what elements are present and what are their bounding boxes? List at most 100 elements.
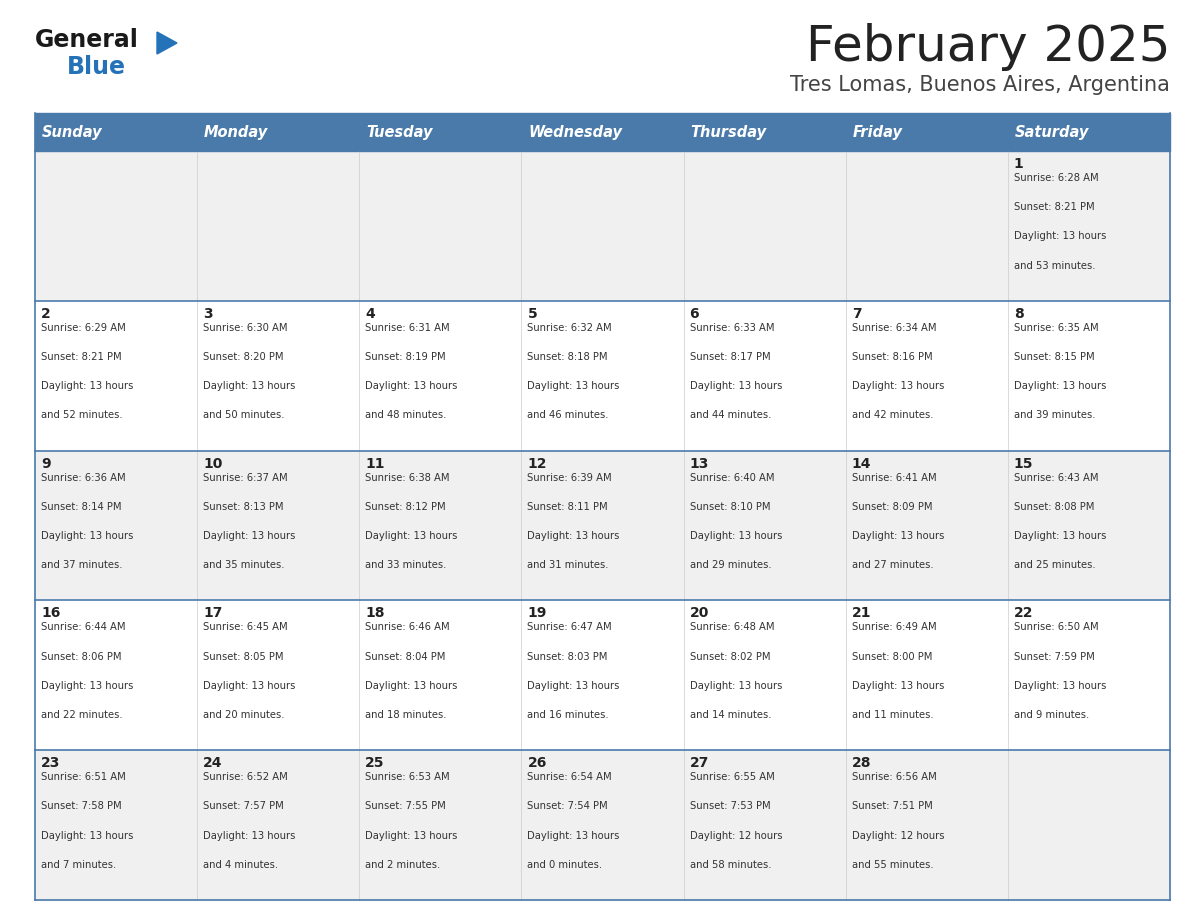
Text: and 20 minutes.: and 20 minutes. <box>203 710 285 720</box>
Text: and 22 minutes.: and 22 minutes. <box>42 710 122 720</box>
Text: 25: 25 <box>365 756 385 770</box>
Text: Daylight: 13 hours: Daylight: 13 hours <box>1013 531 1106 541</box>
Text: Sunset: 8:20 PM: Sunset: 8:20 PM <box>203 352 284 362</box>
Text: Sunrise: 6:31 AM: Sunrise: 6:31 AM <box>365 323 450 333</box>
Text: 7: 7 <box>852 307 861 320</box>
Text: February 2025: February 2025 <box>805 23 1170 71</box>
Text: Sunset: 8:10 PM: Sunset: 8:10 PM <box>689 502 770 512</box>
Text: 12: 12 <box>527 456 546 471</box>
Bar <box>34 113 1170 151</box>
Text: and 0 minutes.: and 0 minutes. <box>527 860 602 870</box>
Text: and 46 minutes.: and 46 minutes. <box>527 410 609 420</box>
Text: Daylight: 13 hours: Daylight: 13 hours <box>42 831 133 841</box>
Text: and 29 minutes.: and 29 minutes. <box>689 560 771 570</box>
Text: 1: 1 <box>1013 157 1024 171</box>
Text: Daylight: 13 hours: Daylight: 13 hours <box>527 531 620 541</box>
Text: 23: 23 <box>42 756 61 770</box>
Bar <box>34 151 1170 301</box>
Text: Sunset: 7:54 PM: Sunset: 7:54 PM <box>527 801 608 812</box>
Text: Sunrise: 6:52 AM: Sunrise: 6:52 AM <box>203 772 287 782</box>
Text: 17: 17 <box>203 607 222 621</box>
Text: Sunset: 8:06 PM: Sunset: 8:06 PM <box>42 652 121 662</box>
Text: Daylight: 13 hours: Daylight: 13 hours <box>1013 231 1106 241</box>
Text: 18: 18 <box>365 607 385 621</box>
Text: and 44 minutes.: and 44 minutes. <box>689 410 771 420</box>
Text: Blue: Blue <box>67 55 126 79</box>
Text: Sunrise: 6:37 AM: Sunrise: 6:37 AM <box>203 473 287 483</box>
Text: 3: 3 <box>203 307 213 320</box>
Text: Sunrise: 6:36 AM: Sunrise: 6:36 AM <box>42 473 126 483</box>
Text: Sunrise: 6:38 AM: Sunrise: 6:38 AM <box>365 473 450 483</box>
Text: 27: 27 <box>689 756 709 770</box>
Text: Daylight: 12 hours: Daylight: 12 hours <box>689 831 782 841</box>
Text: Sunrise: 6:29 AM: Sunrise: 6:29 AM <box>42 323 126 333</box>
Text: 14: 14 <box>852 456 871 471</box>
Text: Daylight: 13 hours: Daylight: 13 hours <box>203 681 296 691</box>
Text: and 4 minutes.: and 4 minutes. <box>203 860 278 870</box>
Text: Daylight: 13 hours: Daylight: 13 hours <box>689 531 782 541</box>
Text: Daylight: 13 hours: Daylight: 13 hours <box>852 681 944 691</box>
Text: 21: 21 <box>852 607 871 621</box>
Text: 9: 9 <box>42 456 51 471</box>
Text: Daylight: 13 hours: Daylight: 13 hours <box>203 831 296 841</box>
Text: Sunset: 7:55 PM: Sunset: 7:55 PM <box>365 801 446 812</box>
Text: Sunrise: 6:53 AM: Sunrise: 6:53 AM <box>365 772 450 782</box>
Text: Monday: Monday <box>204 125 268 140</box>
Text: Daylight: 13 hours: Daylight: 13 hours <box>42 531 133 541</box>
Bar <box>34 750 1170 900</box>
Text: 6: 6 <box>689 307 700 320</box>
Text: 2: 2 <box>42 307 51 320</box>
Text: Daylight: 13 hours: Daylight: 13 hours <box>365 381 457 391</box>
Text: 16: 16 <box>42 607 61 621</box>
Text: Daylight: 13 hours: Daylight: 13 hours <box>689 381 782 391</box>
Text: Daylight: 13 hours: Daylight: 13 hours <box>852 381 944 391</box>
Text: Sunset: 8:09 PM: Sunset: 8:09 PM <box>852 502 933 512</box>
Text: Sunrise: 6:51 AM: Sunrise: 6:51 AM <box>42 772 126 782</box>
Text: Sunset: 7:53 PM: Sunset: 7:53 PM <box>689 801 770 812</box>
Text: and 50 minutes.: and 50 minutes. <box>203 410 285 420</box>
Text: Thursday: Thursday <box>690 125 766 140</box>
Text: and 33 minutes.: and 33 minutes. <box>365 560 447 570</box>
Text: Tres Lomas, Buenos Aires, Argentina: Tres Lomas, Buenos Aires, Argentina <box>790 75 1170 95</box>
Text: and 11 minutes.: and 11 minutes. <box>852 710 934 720</box>
Text: Sunrise: 6:54 AM: Sunrise: 6:54 AM <box>527 772 612 782</box>
Text: and 39 minutes.: and 39 minutes. <box>1013 410 1095 420</box>
Text: Daylight: 13 hours: Daylight: 13 hours <box>852 531 944 541</box>
Text: Sunset: 8:21 PM: Sunset: 8:21 PM <box>1013 202 1094 212</box>
Text: and 52 minutes.: and 52 minutes. <box>42 410 122 420</box>
Text: Sunset: 8:21 PM: Sunset: 8:21 PM <box>42 352 121 362</box>
Text: and 14 minutes.: and 14 minutes. <box>689 710 771 720</box>
Bar <box>34 600 1170 750</box>
Text: Daylight: 13 hours: Daylight: 13 hours <box>527 681 620 691</box>
Text: and 25 minutes.: and 25 minutes. <box>1013 560 1095 570</box>
Text: and 53 minutes.: and 53 minutes. <box>1013 261 1095 271</box>
Text: Tuesday: Tuesday <box>366 125 432 140</box>
Text: Sunset: 8:11 PM: Sunset: 8:11 PM <box>527 502 608 512</box>
Text: Sunset: 8:14 PM: Sunset: 8:14 PM <box>42 502 121 512</box>
Text: Sunset: 8:12 PM: Sunset: 8:12 PM <box>365 502 446 512</box>
Text: Sunset: 8:05 PM: Sunset: 8:05 PM <box>203 652 284 662</box>
Text: Sunset: 8:15 PM: Sunset: 8:15 PM <box>1013 352 1094 362</box>
Text: Daylight: 13 hours: Daylight: 13 hours <box>689 681 782 691</box>
Polygon shape <box>157 32 177 54</box>
Text: General: General <box>34 28 139 52</box>
Text: Sunset: 8:13 PM: Sunset: 8:13 PM <box>203 502 284 512</box>
Text: and 31 minutes.: and 31 minutes. <box>527 560 609 570</box>
Text: and 2 minutes.: and 2 minutes. <box>365 860 441 870</box>
Text: Sunset: 8:16 PM: Sunset: 8:16 PM <box>852 352 933 362</box>
Text: 20: 20 <box>689 607 709 621</box>
Text: Sunrise: 6:32 AM: Sunrise: 6:32 AM <box>527 323 612 333</box>
Text: and 42 minutes.: and 42 minutes. <box>852 410 934 420</box>
Text: Sunrise: 6:56 AM: Sunrise: 6:56 AM <box>852 772 936 782</box>
Text: Sunrise: 6:46 AM: Sunrise: 6:46 AM <box>365 622 450 633</box>
Text: and 35 minutes.: and 35 minutes. <box>203 560 285 570</box>
Text: and 27 minutes.: and 27 minutes. <box>852 560 934 570</box>
Text: Friday: Friday <box>853 125 903 140</box>
Text: Sunset: 7:59 PM: Sunset: 7:59 PM <box>1013 652 1094 662</box>
Text: and 55 minutes.: and 55 minutes. <box>852 860 934 870</box>
Text: 4: 4 <box>365 307 375 320</box>
Text: and 37 minutes.: and 37 minutes. <box>42 560 122 570</box>
Text: Sunrise: 6:55 AM: Sunrise: 6:55 AM <box>689 772 775 782</box>
Text: Sunset: 8:02 PM: Sunset: 8:02 PM <box>689 652 770 662</box>
Text: Sunrise: 6:33 AM: Sunrise: 6:33 AM <box>689 323 775 333</box>
